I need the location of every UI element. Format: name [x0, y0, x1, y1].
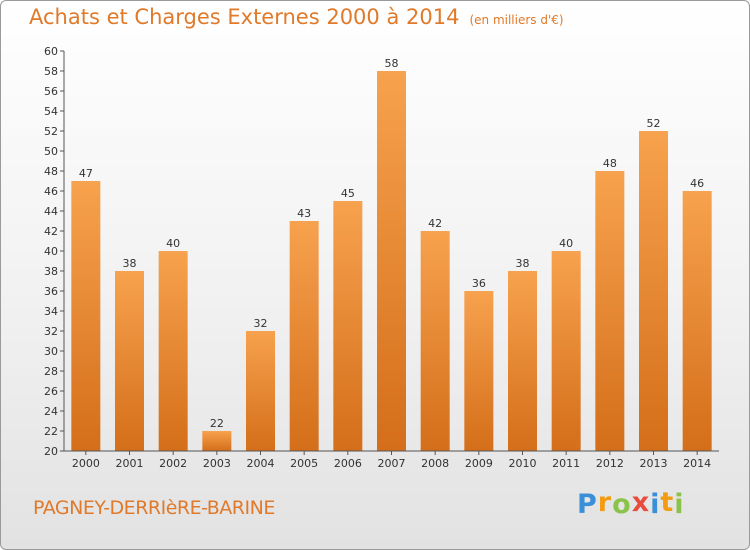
x-tick-label: 2009: [465, 457, 493, 470]
y-tick-label: 60: [44, 45, 58, 58]
x-tick-label: 2004: [247, 457, 275, 470]
y-axis: 20 22 24 26 28 30 32 34 36 38 40 42 44 46 48 50 52 54 56 58…: [44, 45, 65, 458]
logo-letter: o: [612, 489, 632, 520]
logo-letter: x: [631, 487, 651, 518]
bar-2009: [464, 291, 494, 451]
data-label: 22: [210, 417, 224, 430]
data-label: 52: [647, 117, 661, 130]
x-tick-label: 2008: [421, 457, 449, 470]
x-tick-label: 2011: [552, 457, 580, 470]
data-label: 38: [123, 257, 137, 270]
chart-unit: (en milliers d'€): [469, 13, 564, 27]
logo-letter: P: [577, 489, 598, 520]
y-tick-label: 36: [44, 285, 58, 298]
data-label: 58: [385, 57, 399, 70]
bar-2003: [202, 431, 232, 451]
y-tick-label: 30: [44, 345, 58, 358]
x-tick-label: 2010: [509, 457, 537, 470]
x-tick-label: 2007: [378, 457, 406, 470]
logo-letter: i: [650, 489, 661, 520]
commune-name: PAGNEY-DERRIèRE-BARINE: [33, 497, 275, 519]
y-tick-label: 20: [44, 445, 58, 458]
x-tick-label: 2005: [290, 457, 318, 470]
x-tick-label: 2014: [683, 457, 711, 470]
chart-title-block: Achats et Charges Externes 2000 à 2014 (e…: [29, 5, 564, 29]
bar-2001: [115, 271, 144, 451]
bar-2011: [551, 251, 581, 451]
bar-2013: [639, 131, 668, 451]
y-tick-label: 28: [44, 365, 58, 378]
x-tick-label: 2013: [640, 457, 668, 470]
data-label: 42: [428, 217, 442, 230]
y-tick-label: 38: [44, 265, 58, 278]
data-label: 32: [254, 317, 268, 330]
logo-letter: r: [597, 487, 613, 518]
bar-2012: [595, 171, 625, 451]
y-tick-label: 54: [44, 105, 58, 118]
bar-2005: [289, 221, 319, 451]
y-tick-label: 52: [44, 125, 58, 138]
x-tick-label: 2012: [596, 457, 624, 470]
x-tick-label: 2000: [72, 457, 100, 470]
y-tick-label: 32: [44, 325, 58, 338]
logo-letter: t: [660, 487, 675, 518]
y-tick-label: 56: [44, 85, 58, 98]
y-tick-label: 46: [44, 185, 58, 198]
data-label: 36: [472, 277, 486, 290]
bar-2002: [158, 251, 188, 451]
logo-letter: i: [674, 489, 685, 520]
data-label: 47: [79, 167, 93, 180]
y-tick-label: 58: [44, 65, 58, 78]
data-label: 45: [341, 187, 355, 200]
data-label: 40: [559, 237, 573, 250]
y-tick-label: 42: [44, 225, 58, 238]
x-tick-label: 2001: [116, 457, 144, 470]
y-tick-label: 22: [44, 425, 58, 438]
data-label: 40: [166, 237, 180, 250]
x-tick-label: 2003: [203, 457, 231, 470]
x-axis: 2000 2001 2002 2003 2004 2005 2006 2007 2008 2009…: [64, 450, 719, 470]
chart-title: Achats et Charges Externes 2000 à 2014: [29, 5, 460, 29]
y-tick-label: 40: [44, 245, 58, 258]
data-label: 46: [690, 177, 704, 190]
bars: 47 38 40 22 32 43 45 58 42 36 38 40 48 52 46: [71, 57, 712, 451]
x-tick-label: 2006: [334, 457, 362, 470]
bar-2014: [682, 191, 712, 451]
bar-2000: [71, 181, 101, 451]
y-tick-label: 50: [44, 145, 58, 158]
bar-2010: [508, 271, 537, 451]
y-tick-label: 24: [44, 405, 58, 418]
bar-2004: [246, 331, 275, 451]
bar-2006: [333, 201, 363, 451]
data-label: 43: [297, 207, 311, 220]
proxiti-logo: Proxiti: [577, 487, 685, 520]
data-label: 48: [603, 157, 617, 170]
y-tick-label: 44: [44, 205, 58, 218]
data-label: 38: [516, 257, 530, 270]
y-tick-label: 34: [44, 305, 58, 318]
bar-2007: [377, 71, 406, 451]
y-tick-label: 48: [44, 165, 58, 178]
x-tick-label: 2002: [159, 457, 187, 470]
bar-2008: [420, 231, 450, 451]
y-tick-label: 26: [44, 385, 58, 398]
